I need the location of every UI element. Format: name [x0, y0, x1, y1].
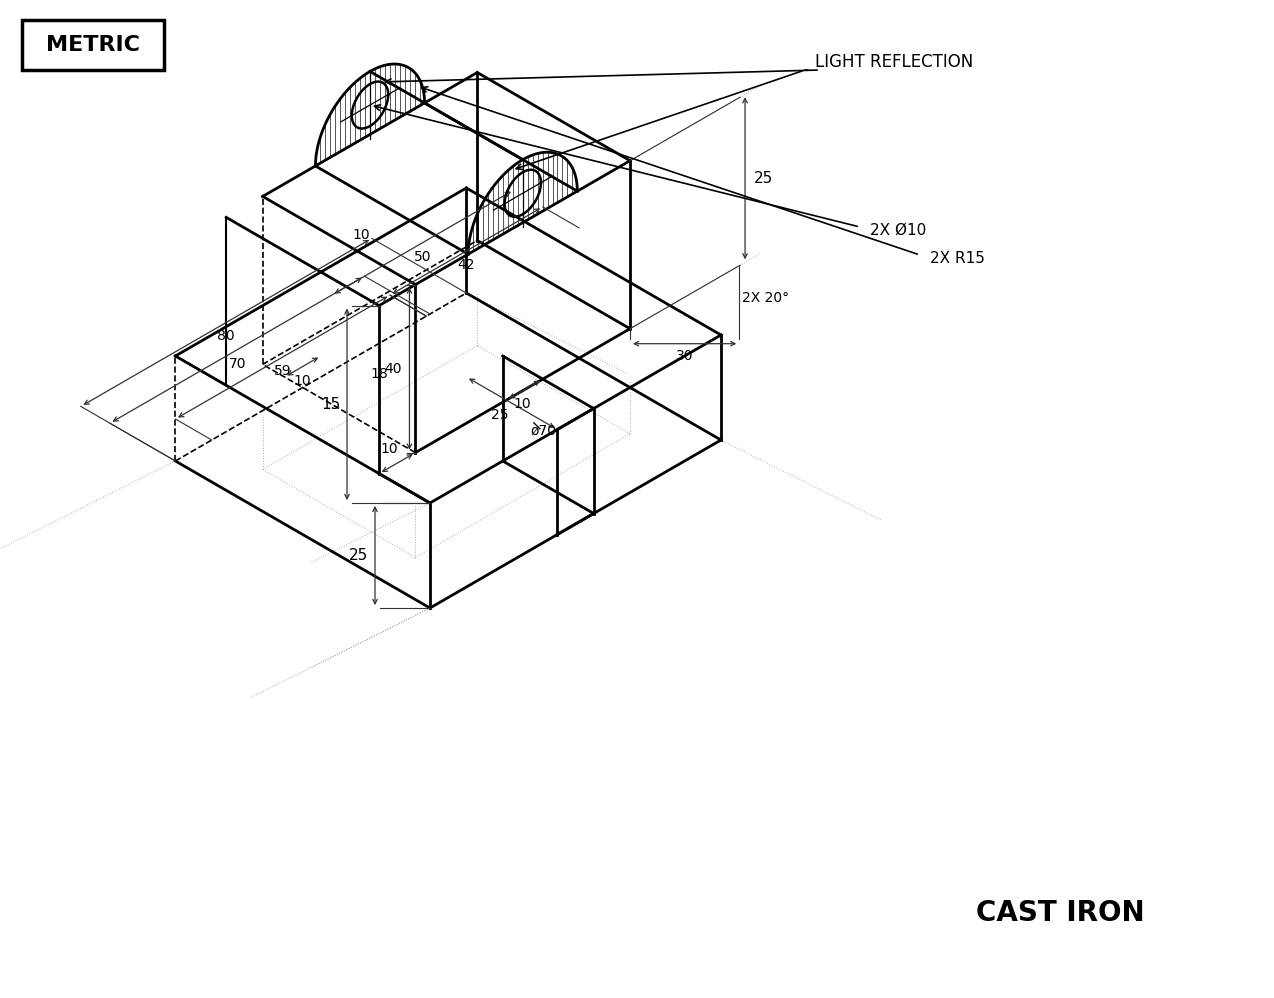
Text: 25: 25 [490, 408, 508, 422]
Text: METRIC: METRIC [46, 35, 140, 55]
Text: 2X R15: 2X R15 [930, 250, 985, 265]
Text: 2X Ø10: 2X Ø10 [870, 223, 926, 238]
Text: 80: 80 [218, 329, 236, 343]
Bar [22, 20, 164, 70]
Text: 70: 70 [228, 356, 246, 370]
Text: 25: 25 [753, 171, 772, 186]
Text: 42: 42 [457, 258, 475, 272]
Text: 30: 30 [676, 348, 693, 362]
Text: 15: 15 [321, 397, 340, 412]
Text: 10: 10 [513, 396, 531, 410]
Text: CAST IRON: CAST IRON [976, 899, 1144, 927]
Text: LIGHT REFLECTION: LIGHT REFLECTION [815, 53, 973, 71]
Text: 10: 10 [353, 228, 369, 242]
Text: 59: 59 [274, 364, 292, 378]
Text: 50: 50 [414, 250, 432, 263]
Text: 40: 40 [385, 361, 403, 375]
Text: 25: 25 [349, 548, 368, 563]
Text: 10: 10 [294, 373, 312, 387]
Text: 2X 20°: 2X 20° [741, 290, 789, 304]
Text: ø70: ø70 [531, 424, 557, 438]
Text: 18: 18 [371, 367, 389, 381]
Text: 10: 10 [381, 442, 397, 456]
